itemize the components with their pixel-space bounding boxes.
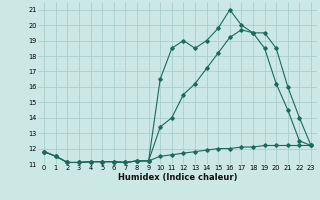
X-axis label: Humidex (Indice chaleur): Humidex (Indice chaleur) xyxy=(118,173,237,182)
